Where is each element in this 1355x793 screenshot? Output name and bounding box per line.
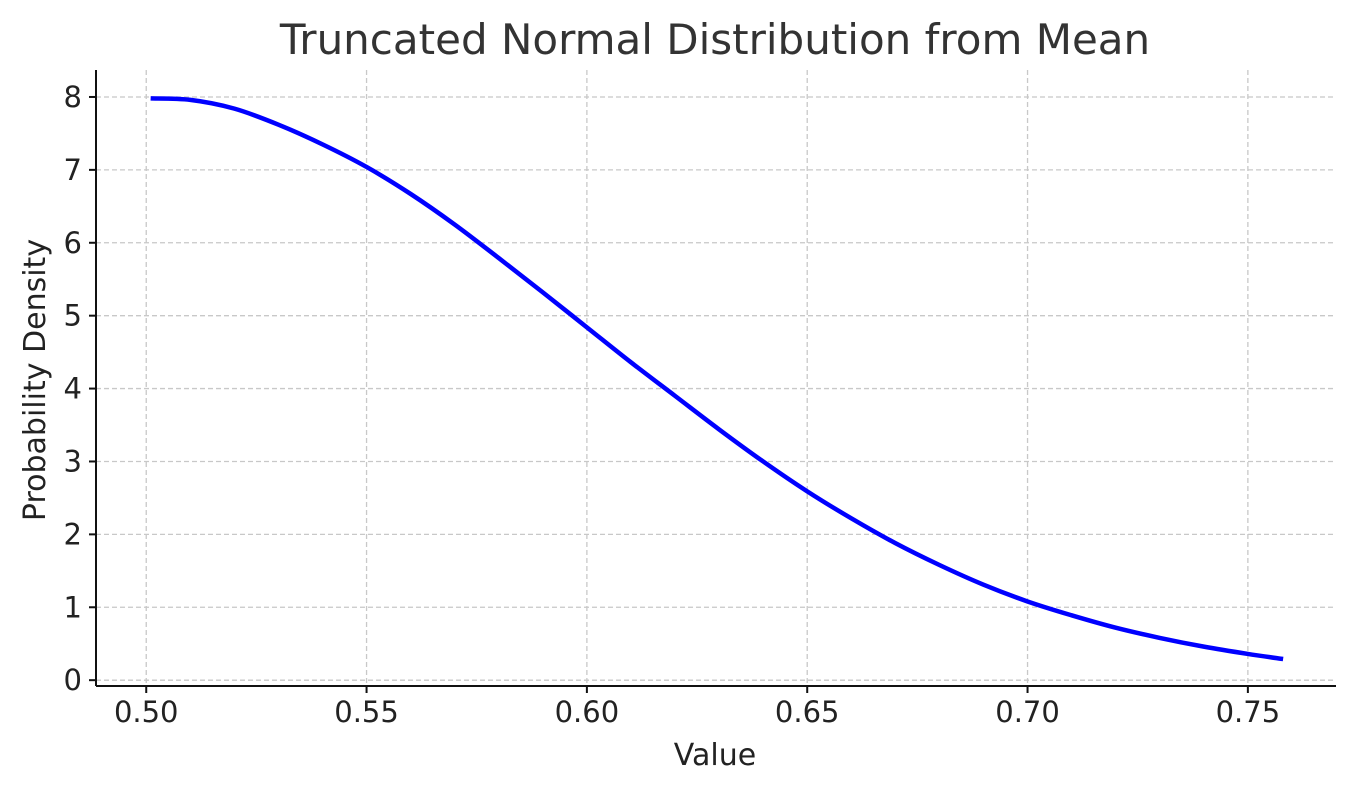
- y-tick-label: 3: [64, 444, 82, 478]
- x-tick-label: 0.70: [995, 695, 1060, 729]
- y-tick-label: 0: [64, 663, 82, 697]
- chart-title: Truncated Normal Distribution from Mean: [279, 15, 1150, 64]
- x-tick-label: 0.65: [775, 695, 840, 729]
- y-tick-label: 8: [64, 80, 82, 114]
- y-axis-ticks: 0 1 2 3 4 5 6 7 8: [64, 80, 96, 697]
- x-axis-label: Value: [674, 738, 756, 773]
- x-tick-label: 0.60: [555, 695, 620, 729]
- series-layer: [150, 96, 1284, 662]
- density-curve-line: [150, 96, 1284, 662]
- y-tick-label: 2: [64, 517, 82, 551]
- x-tick-label: 0.55: [334, 695, 399, 729]
- y-tick-label: 7: [64, 153, 82, 187]
- x-tick-label: 0.50: [114, 695, 179, 729]
- y-tick-label: 5: [64, 299, 82, 333]
- y-tick-label: 4: [64, 372, 82, 406]
- grid: [96, 70, 1336, 686]
- y-tick-label: 1: [64, 590, 82, 624]
- y-axis-label: Probability Density: [18, 239, 53, 521]
- x-tick-label: 0.75: [1216, 695, 1281, 729]
- y-tick-label: 6: [64, 226, 82, 260]
- x-axis-ticks: 0.50 0.55 0.60 0.65 0.70 0.75: [114, 686, 1280, 729]
